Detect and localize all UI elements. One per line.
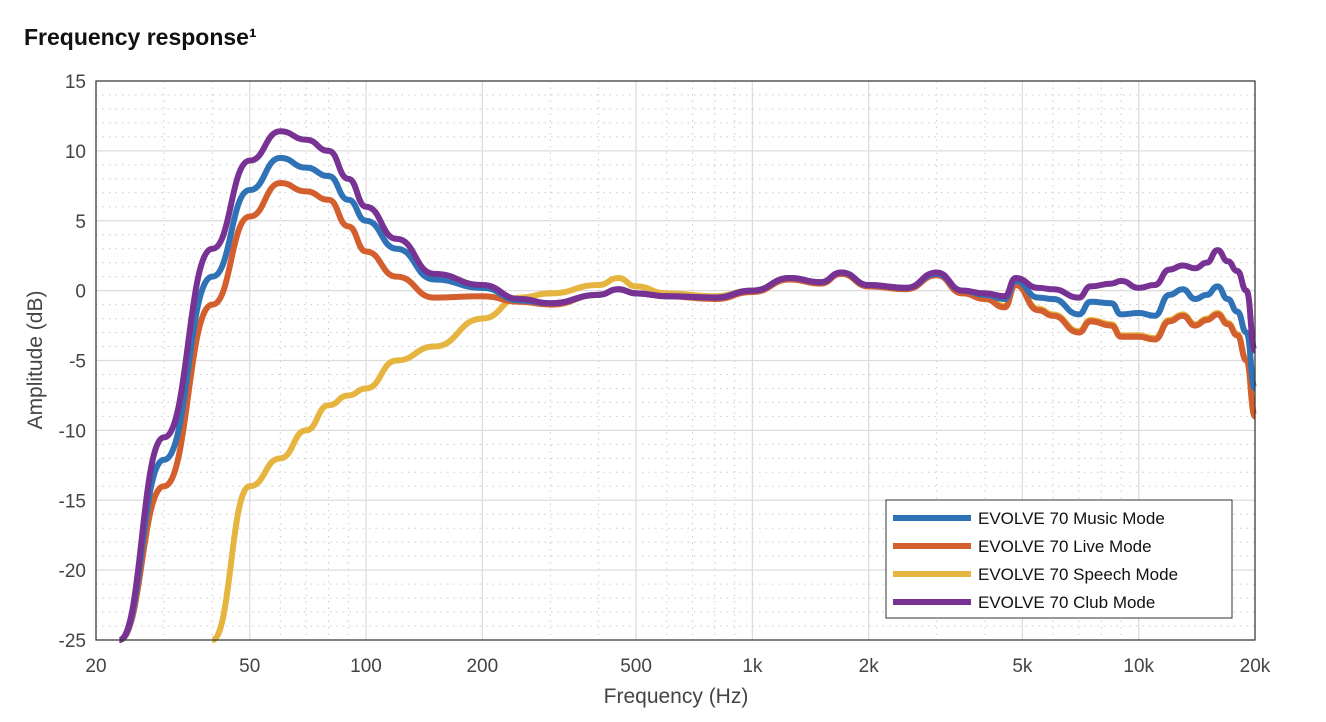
x-tick-label: 1k: [742, 656, 763, 677]
y-tick-label: -20: [59, 561, 86, 582]
plot-frame: [95, 80, 1256, 641]
series-lines: [117, 128, 1258, 643]
y-tick-label: 5: [75, 212, 86, 233]
x-tick-label: 200: [466, 656, 498, 677]
y-axis-label: Amplitude (dB): [24, 291, 47, 430]
chart-title: Frequency response¹: [24, 24, 257, 50]
legend-entry: EVOLVE 70 Club Mode: [978, 593, 1155, 612]
x-tick-label: 10k: [1123, 656, 1154, 677]
x-axis-label: Frequency (Hz): [604, 685, 749, 708]
tick-labels: 20 50 100 200 500 1k 2k 5k 10k 20k151050-5-10-15-…: [59, 72, 1271, 677]
y-tick-label: 15: [65, 72, 86, 93]
legend-entry: EVOLVE 70 Live Mode: [978, 537, 1152, 556]
y-tick-label: -25: [59, 631, 86, 652]
y-tick-label: 0: [75, 282, 86, 303]
y-tick-label: -10: [59, 421, 86, 442]
legend-entry: EVOLVE 70 Speech Mode: [978, 565, 1178, 584]
y-tick-label: -15: [59, 491, 86, 512]
x-tick-label: 5k: [1012, 656, 1033, 677]
legend-entry: EVOLVE 70 Music Mode: [978, 509, 1165, 528]
x-tick-label: 2k: [859, 656, 880, 677]
y-tick-label: -5: [69, 352, 86, 373]
x-tick-label: 20k: [1240, 656, 1271, 677]
legend: EVOLVE 70 Music Mode EVOLVE 70 Live Mode E…: [885, 499, 1233, 619]
x-tick-label: 20: [85, 656, 106, 677]
x-tick-label: 50: [239, 656, 260, 677]
series-line-evolve-70-club-mode: [117, 128, 1258, 643]
y-tick-label: 10: [65, 142, 86, 163]
x-tick-label: 100: [350, 656, 382, 677]
x-tick-label: 500: [620, 656, 652, 677]
